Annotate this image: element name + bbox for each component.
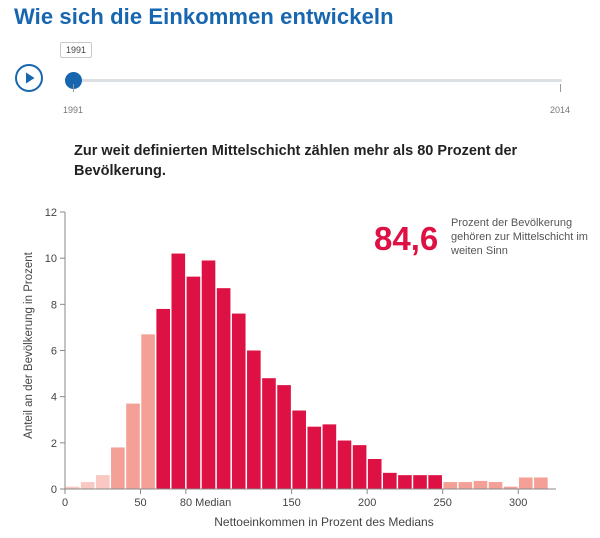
histogram-bar[interactable] xyxy=(262,378,276,489)
histogram-bar[interactable] xyxy=(518,477,533,489)
histogram-bar[interactable] xyxy=(367,458,382,489)
chart-heading: Zur weit definierten Mittelschicht zähle… xyxy=(74,143,518,179)
y-tick-label: 0 xyxy=(51,484,57,496)
slider-tick-start xyxy=(73,84,74,92)
y-tick-label: 12 xyxy=(45,207,57,219)
histogram-bar[interactable] xyxy=(65,486,80,489)
x-tick-label: 200 xyxy=(358,497,376,509)
x-tick-label: 250 xyxy=(434,497,452,509)
histogram-bar[interactable] xyxy=(458,482,473,489)
x-tick-label: 300 xyxy=(509,497,527,509)
histogram-bar[interactable] xyxy=(277,385,291,489)
histogram-bar[interactable] xyxy=(503,486,518,489)
histogram-bar[interactable] xyxy=(201,260,216,489)
histogram-bar[interactable] xyxy=(443,482,458,489)
histogram-bar[interactable] xyxy=(383,472,397,489)
histogram-bar[interactable] xyxy=(307,426,322,489)
x-tick-label: 80 Median xyxy=(180,497,231,509)
y-tick-label: 2 xyxy=(51,438,57,450)
y-tick-label: 8 xyxy=(51,299,57,311)
slider-handle[interactable] xyxy=(65,72,82,89)
y-tick-label: 4 xyxy=(51,392,57,404)
page-title: Wie sich die Einkommen entwickeln xyxy=(14,4,394,29)
histogram-bar[interactable] xyxy=(171,253,186,489)
histogram-bar[interactable] xyxy=(141,334,155,489)
x-tick-label: 50 xyxy=(134,497,146,509)
histogram-bar[interactable] xyxy=(95,475,110,489)
histogram-bar[interactable] xyxy=(292,410,306,489)
histogram-bar[interactable] xyxy=(337,440,352,489)
play-button[interactable] xyxy=(15,64,43,92)
histogram-bar[interactable] xyxy=(322,424,337,489)
x-axis-title: Nettoeinkommen in Prozent des Medians xyxy=(214,515,433,529)
y-tick-label: 6 xyxy=(51,346,57,358)
histogram-bar[interactable] xyxy=(413,475,427,489)
histogram-bar[interactable] xyxy=(186,276,201,489)
histogram-bar[interactable] xyxy=(473,480,488,489)
histogram-bar[interactable] xyxy=(80,482,95,489)
middle-class-share-caption: Prozent der Bevölkerung gehören zur Mitt… xyxy=(451,217,588,257)
histogram-bar[interactable] xyxy=(534,477,548,489)
histogram-bar[interactable] xyxy=(247,350,261,490)
histogram-bar[interactable] xyxy=(216,288,231,489)
year-slider[interactable]: 1991 1991 2014 xyxy=(60,42,580,120)
play-icon xyxy=(26,72,35,84)
income-distribution-chart: 0 2 4 6 8 10 12 0 50 80 Median 150 200 250 300 Nettoei… xyxy=(23,207,556,529)
histogram-bar[interactable] xyxy=(398,475,412,489)
slider-track[interactable] xyxy=(72,79,562,82)
y-tick-label: 10 xyxy=(45,253,57,265)
current-year-tooltip: 1991 xyxy=(60,42,93,58)
y-axis-title: Anteil an der Bevölkerung in Prozent xyxy=(23,251,35,438)
histogram-bar[interactable] xyxy=(352,445,367,489)
histogram-bar[interactable] xyxy=(231,313,246,489)
histogram-bar[interactable] xyxy=(488,482,503,489)
histogram-bar[interactable] xyxy=(111,447,125,489)
x-tick-label: 150 xyxy=(282,497,300,509)
slider-end-label: 2014 xyxy=(550,105,571,115)
histogram-bar[interactable] xyxy=(126,403,140,489)
histogram-bar[interactable] xyxy=(428,475,442,489)
x-tick-label: 0 xyxy=(62,497,68,509)
slider-start-label: 1991 xyxy=(63,105,84,115)
slider-tick-end xyxy=(560,84,561,92)
histogram-bar[interactable] xyxy=(156,308,171,489)
middle-class-share-value: 84,6 xyxy=(374,220,439,257)
